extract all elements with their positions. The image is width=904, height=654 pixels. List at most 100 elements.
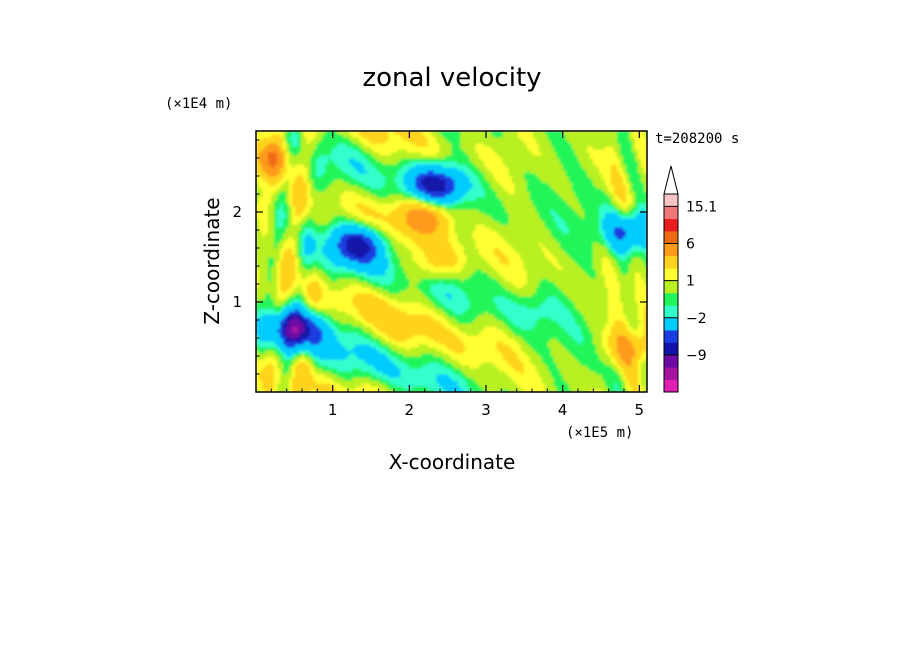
field-cell — [277, 386, 281, 390]
field-cell — [634, 299, 639, 303]
field-cell — [535, 341, 540, 345]
field-cell — [295, 278, 299, 282]
field-cell — [361, 293, 365, 297]
field-cell — [370, 386, 374, 390]
field-cell — [547, 368, 552, 372]
field-cell — [496, 320, 501, 324]
field-cell — [472, 365, 477, 369]
field-cell — [517, 377, 522, 381]
field-cell — [403, 284, 407, 288]
field-cell — [547, 299, 552, 303]
field-cell — [271, 341, 275, 345]
field-cell — [334, 323, 338, 327]
field-cell — [517, 362, 522, 366]
field-cell — [361, 275, 365, 279]
field-cell — [616, 296, 621, 300]
field-cell — [538, 332, 543, 336]
field-cell — [469, 341, 474, 345]
field-cell — [628, 308, 633, 312]
field-cell — [511, 314, 516, 318]
field-cell — [553, 386, 558, 390]
field-cell — [487, 341, 492, 345]
field-cell — [352, 341, 356, 345]
field-cell — [529, 305, 534, 309]
field-cell — [448, 320, 453, 324]
field-cell — [598, 287, 603, 291]
field-cell — [568, 287, 573, 291]
field-cell — [550, 314, 555, 318]
field-cell — [550, 350, 555, 354]
field-cell — [499, 290, 504, 294]
field-cell — [619, 308, 624, 312]
field-cell — [637, 347, 642, 351]
field-cell — [460, 296, 465, 300]
field-cell — [352, 338, 356, 342]
field-cell — [310, 347, 314, 351]
field-cell — [445, 365, 450, 369]
field-cell — [466, 278, 471, 282]
field-cell — [376, 287, 380, 291]
field-cell — [637, 281, 642, 285]
field-cell — [271, 332, 275, 336]
field-cell — [349, 350, 353, 354]
field-cell — [394, 329, 398, 333]
field-cell — [637, 335, 642, 339]
field-cell — [433, 314, 438, 318]
field-cell — [508, 314, 513, 318]
field-cell — [490, 347, 495, 351]
field-cell — [568, 311, 573, 315]
field-cell — [493, 380, 498, 384]
field-cell — [358, 362, 362, 366]
field-cell — [598, 296, 603, 300]
field-cell — [643, 377, 647, 381]
field-cell — [628, 302, 633, 306]
field-cell — [607, 377, 612, 381]
field-cell — [499, 317, 504, 321]
field-cell — [325, 284, 329, 288]
field-cell — [619, 332, 624, 336]
field-cell — [628, 326, 633, 330]
field-cell — [361, 380, 365, 384]
field-cell — [535, 317, 540, 321]
field-cell — [340, 278, 344, 282]
field-cell — [535, 296, 540, 300]
field-cell — [400, 338, 404, 342]
field-cell — [379, 380, 383, 384]
field-cell — [394, 347, 398, 351]
field-cell — [568, 293, 573, 297]
field-cell — [508, 374, 513, 378]
field-cell — [565, 377, 570, 381]
field-cell — [490, 377, 495, 381]
field-cell — [511, 323, 516, 327]
field-cell — [361, 296, 365, 300]
field-cell — [514, 332, 519, 336]
field-cell — [421, 350, 426, 354]
field-cell — [496, 299, 501, 303]
field-cell — [541, 278, 546, 282]
field-cell — [466, 296, 471, 300]
field-cell — [280, 353, 284, 357]
field-cell — [259, 323, 263, 327]
field-cell — [340, 281, 344, 285]
field-cell — [496, 359, 501, 363]
field-cell — [472, 287, 477, 291]
field-cell — [259, 308, 263, 312]
field-cell — [469, 389, 474, 392]
field-cell — [316, 281, 320, 285]
field-cell — [490, 374, 495, 378]
field-cell — [511, 290, 516, 294]
field-cell — [496, 344, 501, 348]
field-cell — [592, 362, 597, 366]
field-cell — [637, 296, 642, 300]
field-cell — [532, 305, 537, 309]
field-cell — [541, 332, 546, 336]
field-cell — [406, 302, 410, 306]
field-cell — [262, 314, 266, 318]
field-cell — [334, 278, 338, 282]
field-cell — [430, 389, 435, 392]
field-cell — [607, 383, 612, 387]
field-cell — [526, 386, 531, 390]
field-cell — [283, 284, 287, 288]
field-cell — [610, 299, 615, 303]
field-cell — [445, 302, 450, 306]
